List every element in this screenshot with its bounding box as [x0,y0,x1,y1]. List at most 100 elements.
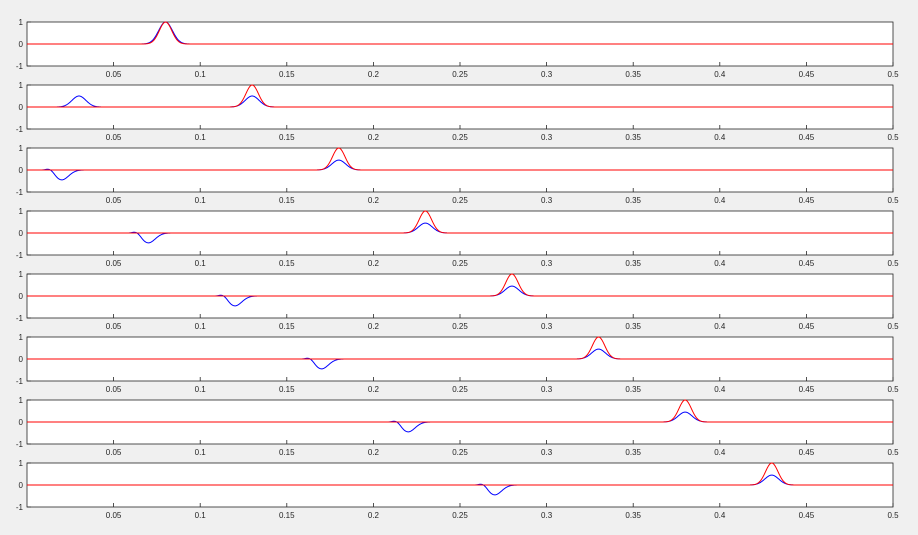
red-series-line [27,336,893,360]
y-tick-label: 0 [19,355,24,364]
x-tick-label: 0.25 [452,448,468,457]
x-tick-label: 0.4 [714,511,726,520]
y-tick-label: -1 [16,125,24,134]
x-tick-label: 0.3 [541,70,553,79]
x-tick-label: 0.5 [887,259,899,268]
y-tick-label: 0 [19,40,24,49]
x-tick-label: 0.1 [195,511,207,520]
x-tick-label: 0.25 [452,511,468,520]
x-tick-label: 0.45 [799,511,815,520]
x-tick-label: 0.35 [625,133,641,142]
subplot-7: 1 0 -1 0.05 0.1 0.15 0.2 0.25 0.3 0.35 0.4 0.45 0.5 [16,396,899,457]
x-tick-label: 0.35 [625,322,641,331]
x-tick-label: 0.05 [106,385,122,394]
y-tick-label: -1 [16,377,24,386]
x-tick-label: 0.35 [625,448,641,457]
x-tick-label: 0.3 [541,448,553,457]
x-tick-label: 0.1 [195,259,207,268]
x-tick-label: 0.25 [452,385,468,394]
y-tick-label: 1 [19,81,24,90]
subplot-6: 1 0 -1 0.05 0.1 0.15 0.2 0.25 0.3 0.35 0.4 0.45 0.5 [16,333,899,394]
x-tick-label: 0.35 [625,511,641,520]
y-tick-label: 1 [19,459,24,468]
x-tick-label: 0.35 [625,196,641,205]
x-tick-label: 0.05 [106,511,122,520]
subplot-4: 1 0 -1 0.05 0.1 0.15 0.2 0.25 0.3 0.35 0.4 0.45 0.5 [16,207,899,268]
x-tick-label: 0.5 [887,196,899,205]
x-tick-label: 0.4 [714,196,726,205]
x-tick-label: 0.5 [887,322,899,331]
x-tick-label: 0.35 [625,385,641,394]
y-tick-label: -1 [16,314,24,323]
x-tick-label: 0.25 [452,133,468,142]
y-tick-label: 1 [19,333,24,342]
x-tick-label: 0.15 [279,448,295,457]
y-tick-label: 0 [19,103,24,112]
x-tick-label: 0.4 [714,133,726,142]
x-tick-label: 0.2 [368,448,380,457]
y-tick-label: -1 [16,62,24,71]
subplot-2: 1 0 -1 0.05 0.1 0.15 0.2 0.25 0.3 0.35 0.4 0.45 0.5 [16,81,899,142]
x-tick-label: 0.4 [714,259,726,268]
x-tick-label: 0.5 [887,511,899,520]
x-tick-label: 0.45 [799,133,815,142]
x-tick-label: 0.05 [106,448,122,457]
x-tick-label: 0.15 [279,385,295,394]
x-tick-label: 0.25 [452,70,468,79]
x-tick-label: 0.15 [279,511,295,520]
x-tick-label: 0.25 [452,322,468,331]
x-tick-label: 0.25 [452,259,468,268]
x-tick-label: 0.15 [279,133,295,142]
y-tick-label: -1 [16,188,24,197]
x-tick-label: 0.4 [714,385,726,394]
x-tick-label: 0.1 [195,196,207,205]
x-tick-label: 0.25 [452,196,468,205]
x-tick-label: 0.1 [195,322,207,331]
x-tick-label: 0.45 [799,70,815,79]
y-tick-label: 1 [19,144,24,153]
x-tick-label: 0.45 [799,448,815,457]
x-tick-label: 0.05 [106,196,122,205]
x-tick-label: 0.15 [279,196,295,205]
x-tick-label: 0.2 [368,385,380,394]
y-tick-label: 0 [19,481,24,490]
y-tick-label: 1 [19,270,24,279]
x-tick-label: 0.45 [799,385,815,394]
x-tick-label: 0.1 [195,385,207,394]
y-tick-label: 0 [19,166,24,175]
x-tick-label: 0.4 [714,322,726,331]
x-tick-label: 0.3 [541,511,553,520]
x-tick-label: 0.5 [887,133,899,142]
red-series-line [27,399,893,423]
y-tick-label: -1 [16,251,24,260]
y-tick-label: 1 [19,207,24,216]
y-tick-label: -1 [16,440,24,449]
red-series-line [27,21,893,45]
x-tick-label: 0.05 [106,70,122,79]
red-series-line [27,84,893,108]
x-tick-label: 0.1 [195,133,207,142]
x-tick-label: 0.15 [279,322,295,331]
x-tick-label: 0.2 [368,133,380,142]
red-series-line [27,462,893,486]
x-tick-label: 0.05 [106,133,122,142]
x-tick-label: 0.2 [368,70,380,79]
y-tick-label: 1 [19,396,24,405]
x-tick-label: 0.4 [714,70,726,79]
x-tick-label: 0.15 [279,259,295,268]
subplot-8: 1 0 -1 0.05 0.1 0.15 0.2 0.25 0.3 0.35 0.4 0.45 0.5 [16,459,899,520]
x-tick-label: 0.3 [541,133,553,142]
x-tick-label: 0.1 [195,448,207,457]
x-tick-label: 0.05 [106,322,122,331]
y-tick-label: -1 [16,503,24,512]
x-tick-label: 0.15 [279,70,295,79]
x-tick-label: 0.45 [799,259,815,268]
x-tick-label: 0.3 [541,196,553,205]
x-tick-label: 0.35 [625,259,641,268]
x-tick-label: 0.5 [887,448,899,457]
x-tick-label: 0.35 [625,70,641,79]
x-tick-label: 0.5 [887,385,899,394]
x-tick-label: 0.45 [799,322,815,331]
x-tick-label: 0.1 [195,70,207,79]
